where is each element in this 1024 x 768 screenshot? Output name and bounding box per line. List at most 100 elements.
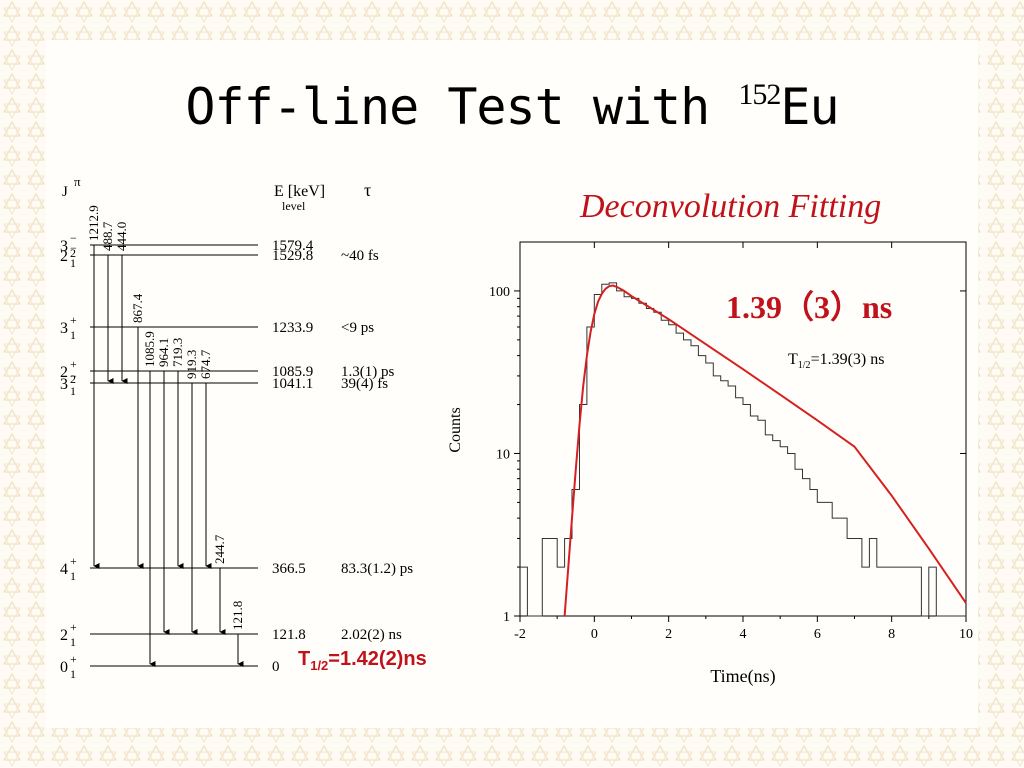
transition-964.1: 964.1 bbox=[156, 338, 171, 635]
y-axis-label: Counts bbox=[447, 407, 464, 452]
level-3: 2 +2 1085.9 1.3(1) ps bbox=[60, 357, 394, 386]
transition-label: 719.3 bbox=[170, 338, 185, 367]
decay-time-chart: -2 0 2 4 6 8 10 1 10 100 Time(ns) Counts T1/2=1.3… bbox=[447, 241, 973, 687]
transition-label: 121.8 bbox=[230, 601, 245, 630]
slide-title: Off-line Test with 152Eu bbox=[185, 78, 839, 136]
half-life-annotation: T1/2=1.39(3) ns bbox=[788, 351, 884, 371]
level-lifetime: ~40 fs bbox=[341, 248, 379, 264]
level-spin: 2 bbox=[60, 627, 68, 644]
y-tick-label: 1 bbox=[503, 610, 510, 625]
x-axis-label: Time(ns) bbox=[710, 666, 775, 687]
level-lifetime: 1.3(1) ps bbox=[341, 364, 394, 380]
x-tick-label: 8 bbox=[888, 627, 895, 642]
level-energy: 0 bbox=[272, 659, 280, 675]
x-tick-label: 10 bbox=[959, 627, 973, 642]
level-index: 1 bbox=[70, 384, 76, 398]
x-tick-label: 0 bbox=[591, 627, 598, 642]
level-parity: + bbox=[70, 313, 77, 327]
level-parity: + bbox=[70, 652, 77, 666]
level-1: 2 −1 1529.8 ~40 fs bbox=[60, 241, 379, 270]
transition-label: 1212.9 bbox=[86, 205, 101, 241]
transition-label: 674.7 bbox=[198, 349, 213, 379]
level-index: 1 bbox=[70, 667, 76, 681]
transitions-group: 1212.9 488.7 444.0 867.4 1085.9 964.1 719.3 919… bbox=[86, 205, 245, 667]
level-index: 1 bbox=[70, 328, 76, 342]
x-tick-label: 2 bbox=[665, 627, 672, 642]
level-energy: 1233.9 bbox=[272, 320, 313, 336]
level-energy: 1529.8 bbox=[272, 248, 313, 264]
transition-488.7: 488.7 bbox=[100, 221, 115, 384]
level-4: 3 −1 1041.1 39(4) fs bbox=[60, 369, 388, 398]
level-lifetime: <9 ps bbox=[341, 320, 374, 336]
transition-label: 1085.9 bbox=[142, 331, 157, 367]
header-energy-level: level bbox=[282, 199, 306, 213]
level-energy: 1579.4 bbox=[272, 238, 314, 254]
transition-1212.9: 1212.9 bbox=[86, 205, 101, 569]
transition-674.7: 674.7 bbox=[198, 349, 213, 569]
header-jpi: J bbox=[62, 184, 68, 200]
x-tick-label: 6 bbox=[814, 627, 821, 642]
level-spin: 2 bbox=[60, 364, 68, 381]
transition-label: 867.4 bbox=[130, 293, 145, 323]
level-index: 1 bbox=[70, 569, 76, 583]
level-0: 3 −2 1579.4 bbox=[60, 231, 314, 260]
level-2: 3 +1 1233.9 <9 ps bbox=[60, 313, 374, 342]
level-energy: 366.5 bbox=[272, 561, 306, 577]
plot-frame bbox=[519, 241, 967, 617]
transition-444.0: 444.0 bbox=[114, 222, 129, 384]
level-6: 2 +1 121.8 2.02(2) ns bbox=[60, 620, 402, 649]
level-5: 4 +1 366.5 83.3(1.2) ps bbox=[60, 554, 413, 583]
transition-label: 919.3 bbox=[184, 350, 199, 379]
level-lifetime: 83.3(1.2) ps bbox=[341, 561, 413, 577]
y-tick-label: 10 bbox=[496, 447, 510, 462]
transition-121.8: 121.8 bbox=[230, 601, 245, 667]
slide-content-area bbox=[46, 40, 978, 728]
level-energy: 121.8 bbox=[272, 627, 306, 643]
level-parity: − bbox=[70, 241, 77, 255]
fit-curve bbox=[563, 284, 967, 617]
transition-867.4: 867.4 bbox=[130, 293, 145, 569]
chart-tick-labels: -2 0 2 4 6 8 10 1 10 100 bbox=[489, 285, 973, 642]
level-half-life: T1/2=1.42(2)ns bbox=[298, 648, 427, 673]
level-index: 2 bbox=[70, 372, 76, 386]
transition-label: 488.7 bbox=[100, 221, 115, 251]
chart-ticks bbox=[514, 242, 967, 622]
fit-title: Deconvolution Fitting bbox=[580, 188, 882, 225]
level-scheme-diagram: J π E [keV] level τ 3 −2 1579.42 −1 1529.8 ~4… bbox=[60, 174, 413, 681]
level-energy: 1085.9 bbox=[272, 364, 313, 380]
level-parity: − bbox=[70, 369, 77, 383]
y-tick-label: 100 bbox=[489, 285, 510, 300]
header-energy: E [keV] bbox=[274, 183, 325, 200]
level-spin: 4 bbox=[60, 561, 68, 578]
transition-label: 964.1 bbox=[156, 338, 171, 367]
levels-group: 3 −2 1579.42 −1 1529.8 ~40 fs3 +1 1233.9 <9 ps2 +… bbox=[60, 231, 413, 681]
level-spin: 3 bbox=[60, 238, 68, 255]
x-tick-label: -2 bbox=[514, 627, 526, 642]
level-energy: 1041.1 bbox=[272, 376, 313, 392]
level-spin: 0 bbox=[60, 659, 68, 676]
level-lifetime: 2.02(2) ns bbox=[341, 627, 402, 643]
transition-1085.9: 1085.9 bbox=[142, 331, 157, 667]
fit-result-value: 1.39（3）ns bbox=[726, 289, 893, 325]
level-parity: − bbox=[70, 231, 77, 245]
transition-719.3: 719.3 bbox=[170, 338, 185, 569]
level-spin: 2 bbox=[60, 248, 68, 265]
transition-label: 444.0 bbox=[114, 222, 129, 251]
level-7: 0 +1 0 bbox=[60, 652, 280, 681]
header-tau: τ bbox=[364, 180, 371, 200]
level-scheme-header: J π E [keV] level τ bbox=[62, 174, 371, 213]
level-parity: + bbox=[70, 554, 77, 568]
level-index: 1 bbox=[70, 635, 76, 649]
level-parity: + bbox=[70, 620, 77, 634]
measured-histogram bbox=[520, 282, 966, 617]
transition-label: 244.7 bbox=[212, 534, 227, 564]
level-index: 1 bbox=[70, 256, 76, 270]
header-pi: π bbox=[74, 174, 81, 189]
x-tick-label: 4 bbox=[740, 627, 747, 642]
level-index: 2 bbox=[70, 246, 76, 260]
transition-919.3: 919.3 bbox=[184, 350, 199, 635]
level-spin: 3 bbox=[60, 320, 68, 337]
level-lifetime: 39(4) fs bbox=[341, 376, 388, 392]
level-spin: 3 bbox=[60, 376, 68, 393]
level-parity: + bbox=[70, 357, 77, 371]
